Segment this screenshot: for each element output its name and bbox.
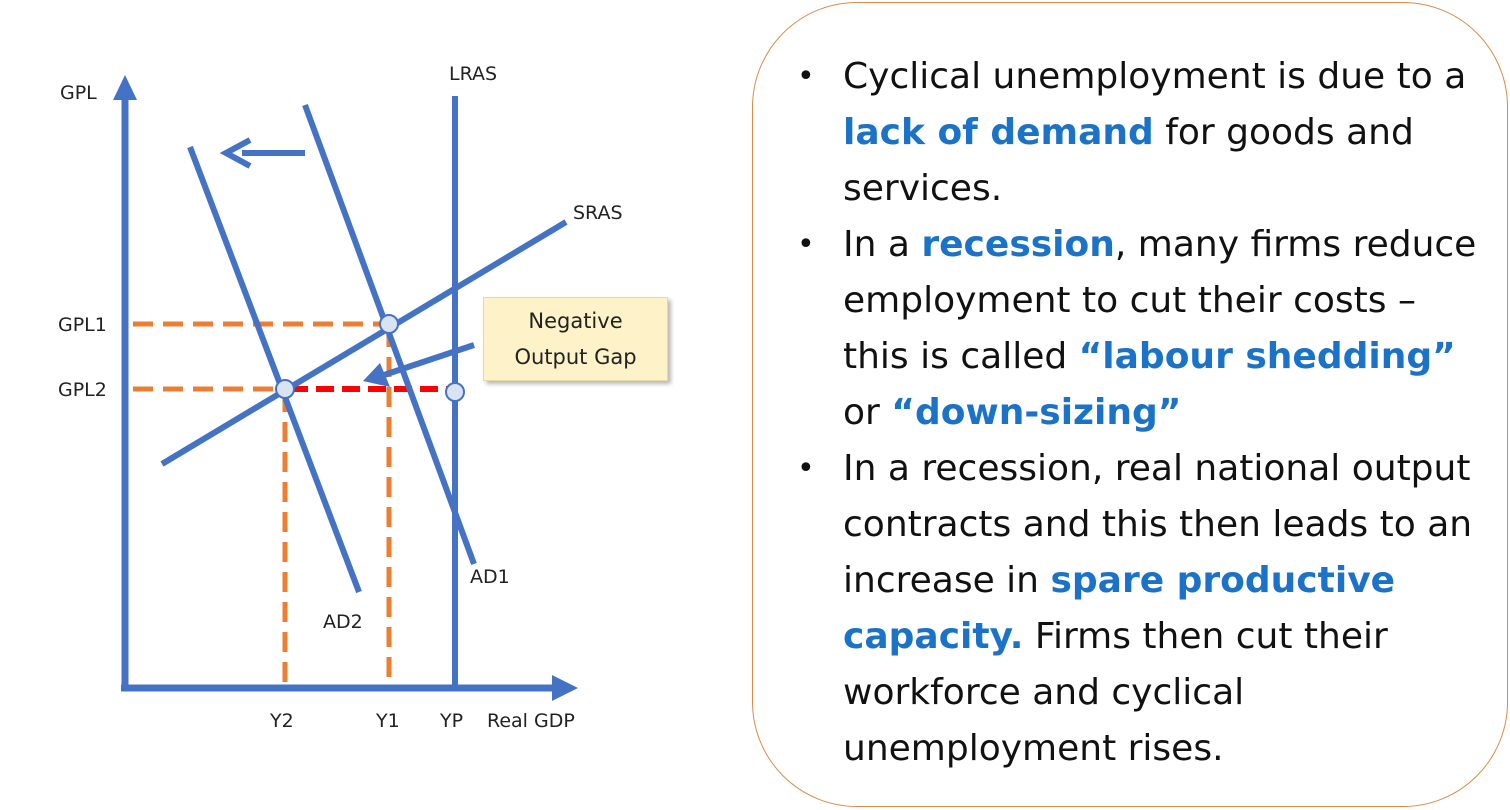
y1-label: Y1 [375, 710, 400, 732]
text-segment: In a [843, 224, 922, 265]
ad1-curve [302, 103, 477, 566]
equilibrium-point-gpl2-y2 [275, 379, 295, 399]
x-axis-label: Real GDP [487, 710, 575, 732]
explanation-panel: • Cyclical unemployment is due to a lack… [752, 2, 1508, 807]
sras-curve [160, 219, 568, 467]
highlight-segment: “labour shedding” [1078, 336, 1456, 377]
y-axis-arrowhead-icon [113, 75, 137, 100]
callout-line-2: Output Gap [514, 345, 637, 369]
y2-label: Y2 [269, 710, 294, 732]
bullet-item-cyclical-unemployment: • Cyclical unemployment is due to a lack… [797, 49, 1483, 217]
text-segment: In a recession, real national output con… [843, 448, 1473, 601]
bullet-item-recession-labour-shedding: • In a recession, many firms reduce empl… [797, 217, 1483, 441]
callout-pointer-shaft [383, 342, 475, 378]
y-axis-label: GPL [60, 82, 97, 104]
text-segment: for goods and services. [843, 112, 1414, 209]
bullet-icon: • [797, 59, 815, 94]
bullet-text: In a recession, real national output con… [843, 448, 1472, 769]
callout-text: Negative Output Gap [514, 303, 636, 375]
gpl2-label: GPL2 [58, 379, 107, 401]
highlight-segment: lack of demand [843, 112, 1154, 153]
callout-line-1: Negative [528, 309, 623, 333]
arrow-pointer-icon [363, 363, 390, 387]
text-segment: Firms then cut their workforce and cycli… [843, 616, 1388, 769]
ad2-label: AD2 [323, 611, 363, 633]
sras-label: SRAS [573, 202, 623, 224]
highlight-segment: recession [921, 224, 1115, 265]
bullet-list: • Cyclical unemployment is due to a lack… [797, 49, 1483, 777]
bullet-text: Cyclical unemployment is due to a lack o… [843, 56, 1466, 209]
ad-as-diagram: GPL LRAS SRAS GPL1 GPL2 AD1 AD2 Y2 Y1 YP… [58, 63, 623, 732]
lras-label: LRAS [449, 63, 497, 85]
bullet-icon: • [797, 451, 815, 486]
potential-output-point [445, 382, 465, 402]
bullet-text: In a recession, many firms reduce employ… [843, 224, 1476, 433]
equilibrium-point-gpl1-y1 [379, 314, 399, 334]
yp-label: YP [439, 710, 463, 732]
negative-output-gap-callout: Negative Output Gap [483, 297, 668, 381]
ad1-label: AD1 [470, 566, 510, 588]
highlight-segment: “down-sizing” [891, 392, 1182, 433]
x-axis-arrowhead-icon [552, 675, 578, 701]
bullet-icon: • [797, 227, 815, 262]
arrow-left-icon [219, 137, 252, 169]
text-segment: or [843, 392, 892, 433]
text-segment: Cyclical unemployment is due to a [843, 56, 1467, 97]
highlight-segment: spare productive capacity. [843, 560, 1396, 657]
bullet-item-spare-capacity: • In a recession, real national output c… [797, 441, 1483, 777]
text-segment: , many firms reduce employment to cut th… [843, 224, 1477, 377]
gpl1-label: GPL1 [58, 314, 107, 336]
ad2-curve [187, 145, 362, 594]
